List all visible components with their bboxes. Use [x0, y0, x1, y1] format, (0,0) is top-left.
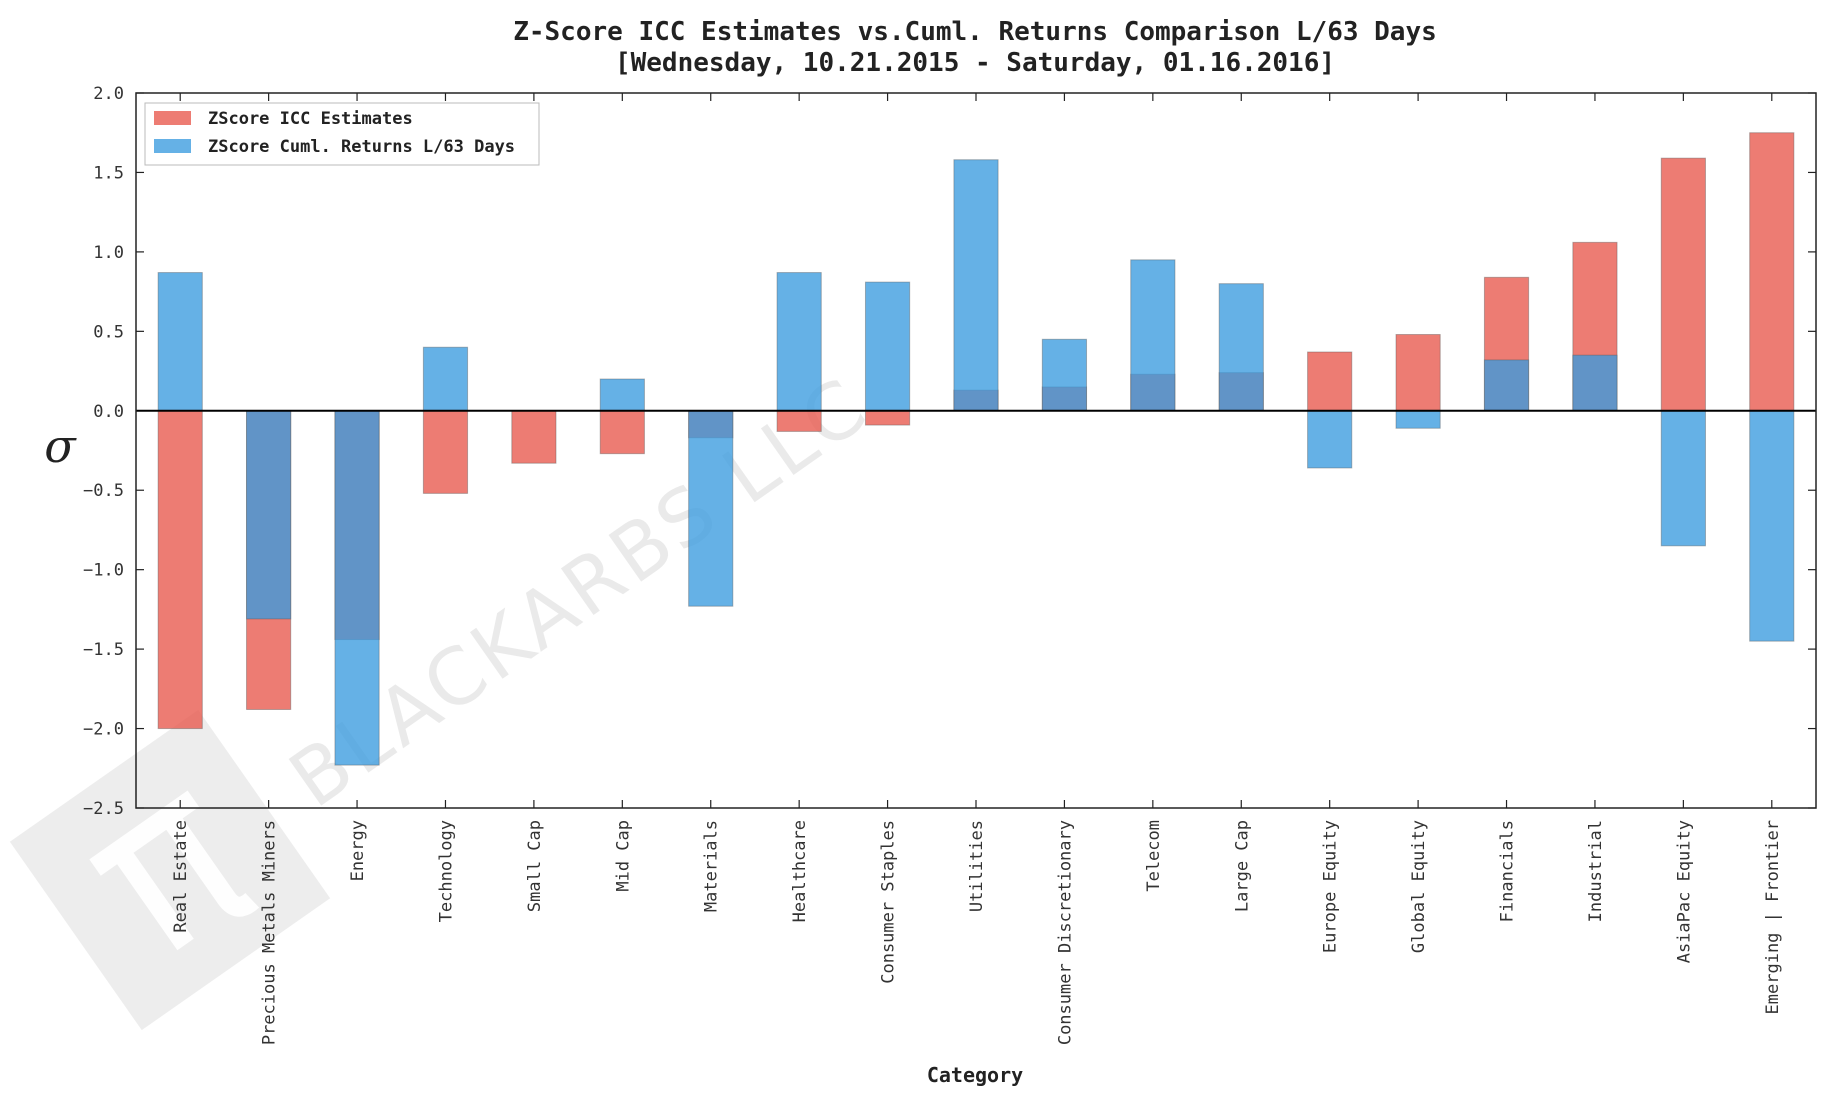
y-tick-label: −2.5 — [83, 799, 124, 819]
bar-icc-asiapac-equity — [1660, 157, 1706, 412]
legend-box — [144, 102, 540, 166]
y-tick-label: 0.0 — [93, 402, 124, 422]
y-tick-label: −1.5 — [83, 640, 124, 660]
bar-returns-energy — [334, 410, 380, 766]
y-tick-label: 2.0 — [93, 84, 124, 104]
bars — [157, 132, 1795, 766]
x-tick-label-global-equity: Global Equity — [1409, 820, 1429, 953]
y-tick-label: −1.0 — [83, 561, 124, 581]
bar-icc-small-cap — [511, 410, 557, 464]
bar-returns-precious-metals-miners — [246, 410, 292, 620]
bar-returns-asiapac-equity — [1660, 410, 1706, 547]
x-tick-label-europe-equity: Europe Equity — [1321, 820, 1341, 953]
chart-subtitle: [Wednesday, 10.21.2015 - Saturday, 01.16… — [615, 48, 1335, 78]
bar-returns-global-equity — [1395, 410, 1441, 429]
plot-frame — [135, 92, 1817, 809]
bar-returns-emerging-frontier — [1749, 410, 1795, 642]
legend: ZScore ICC Estimates ZScore Cuml. Return… — [144, 102, 540, 166]
bar-returns-materials — [688, 410, 734, 607]
y-tick-label: 0.5 — [93, 322, 124, 342]
bar-icc-technology — [422, 410, 469, 494]
bar-returns-telecom — [1130, 259, 1176, 412]
y-tick-label: −2.0 — [83, 720, 124, 740]
bar-icc-emerging-frontier — [1749, 132, 1795, 412]
bar-icc-global-equity — [1395, 334, 1441, 412]
x-tick-label-precious-metals-miners: Precious Metals Miners — [260, 820, 280, 1045]
bar-returns-industrial — [1572, 354, 1618, 412]
bar-returns-mid-cap — [599, 378, 645, 412]
x-tick-label-materials: Materials — [702, 820, 722, 912]
y-tick-label: −0.5 — [83, 481, 124, 501]
bar-icc-real-estate — [157, 410, 203, 730]
bar-returns-financials — [1483, 359, 1530, 412]
x-tick-label-emerging-frontier: Emerging | Frontier — [1763, 820, 1783, 1014]
x-axis-label: Category — [927, 1063, 1023, 1087]
bar-returns-real-estate — [157, 272, 203, 412]
x-axis: Real Estate Precious Metals Miners Energy T… — [171, 93, 1783, 1045]
x-tick-label-healthcare: Healthcare — [790, 820, 810, 922]
chart-title: Z-Score ICC Estimates vs.Cuml. Returns C… — [513, 17, 1437, 47]
x-tick-label-consumer-staples: Consumer Staples — [879, 820, 899, 984]
bar-returns-europe-equity — [1307, 410, 1353, 469]
bar-icc-mid-cap — [599, 410, 645, 455]
bar-returns-utilities — [953, 159, 999, 412]
x-tick-label-telecom: Telecom — [1144, 820, 1164, 892]
bar-returns-consumer-staples — [864, 281, 911, 412]
bar-icc-consumer-staples — [864, 410, 911, 426]
bar-icc-healthcare — [776, 410, 822, 432]
x-tick-label-mid-cap: Mid Cap — [613, 820, 633, 892]
x-tick-label-consumer-discretionary: Consumer Discretionary — [1055, 820, 1075, 1045]
bar-icc-europe-equity — [1307, 351, 1353, 412]
bar-returns-healthcare — [776, 272, 822, 412]
legend-label-returns: ZScore Cuml. Returns L/63 Days — [208, 137, 515, 157]
y-tick-label: 1.0 — [93, 243, 124, 263]
legend-label-icc: ZScore ICC Estimates — [208, 109, 413, 129]
legend-swatch-icc — [154, 111, 191, 125]
x-tick-label-industrial: Industrial — [1586, 820, 1606, 922]
bar-returns-large-cap — [1218, 283, 1264, 412]
x-tick-label-small-cap: Small Cap — [525, 820, 545, 912]
legend-swatch-returns — [154, 139, 191, 153]
y-tick-label: 1.5 — [93, 163, 124, 183]
y-axis-label: σ — [44, 419, 77, 473]
x-tick-label-financials: Financials — [1498, 820, 1518, 922]
x-tick-label-technology: Technology — [436, 820, 456, 922]
watermark-logo — [9, 709, 331, 1031]
x-tick-label-real-estate: Real Estate — [171, 820, 191, 933]
x-tick-label-utilities: Utilities — [967, 820, 987, 912]
x-tick-label-asiapac-equity: AsiaPac Equity — [1674, 820, 1694, 963]
x-tick-label-energy: Energy — [348, 820, 368, 881]
x-tick-label-large-cap: Large Cap — [1232, 820, 1252, 912]
bar-returns-consumer-discretionary — [1041, 338, 1088, 412]
bar-returns-technology — [422, 346, 469, 412]
